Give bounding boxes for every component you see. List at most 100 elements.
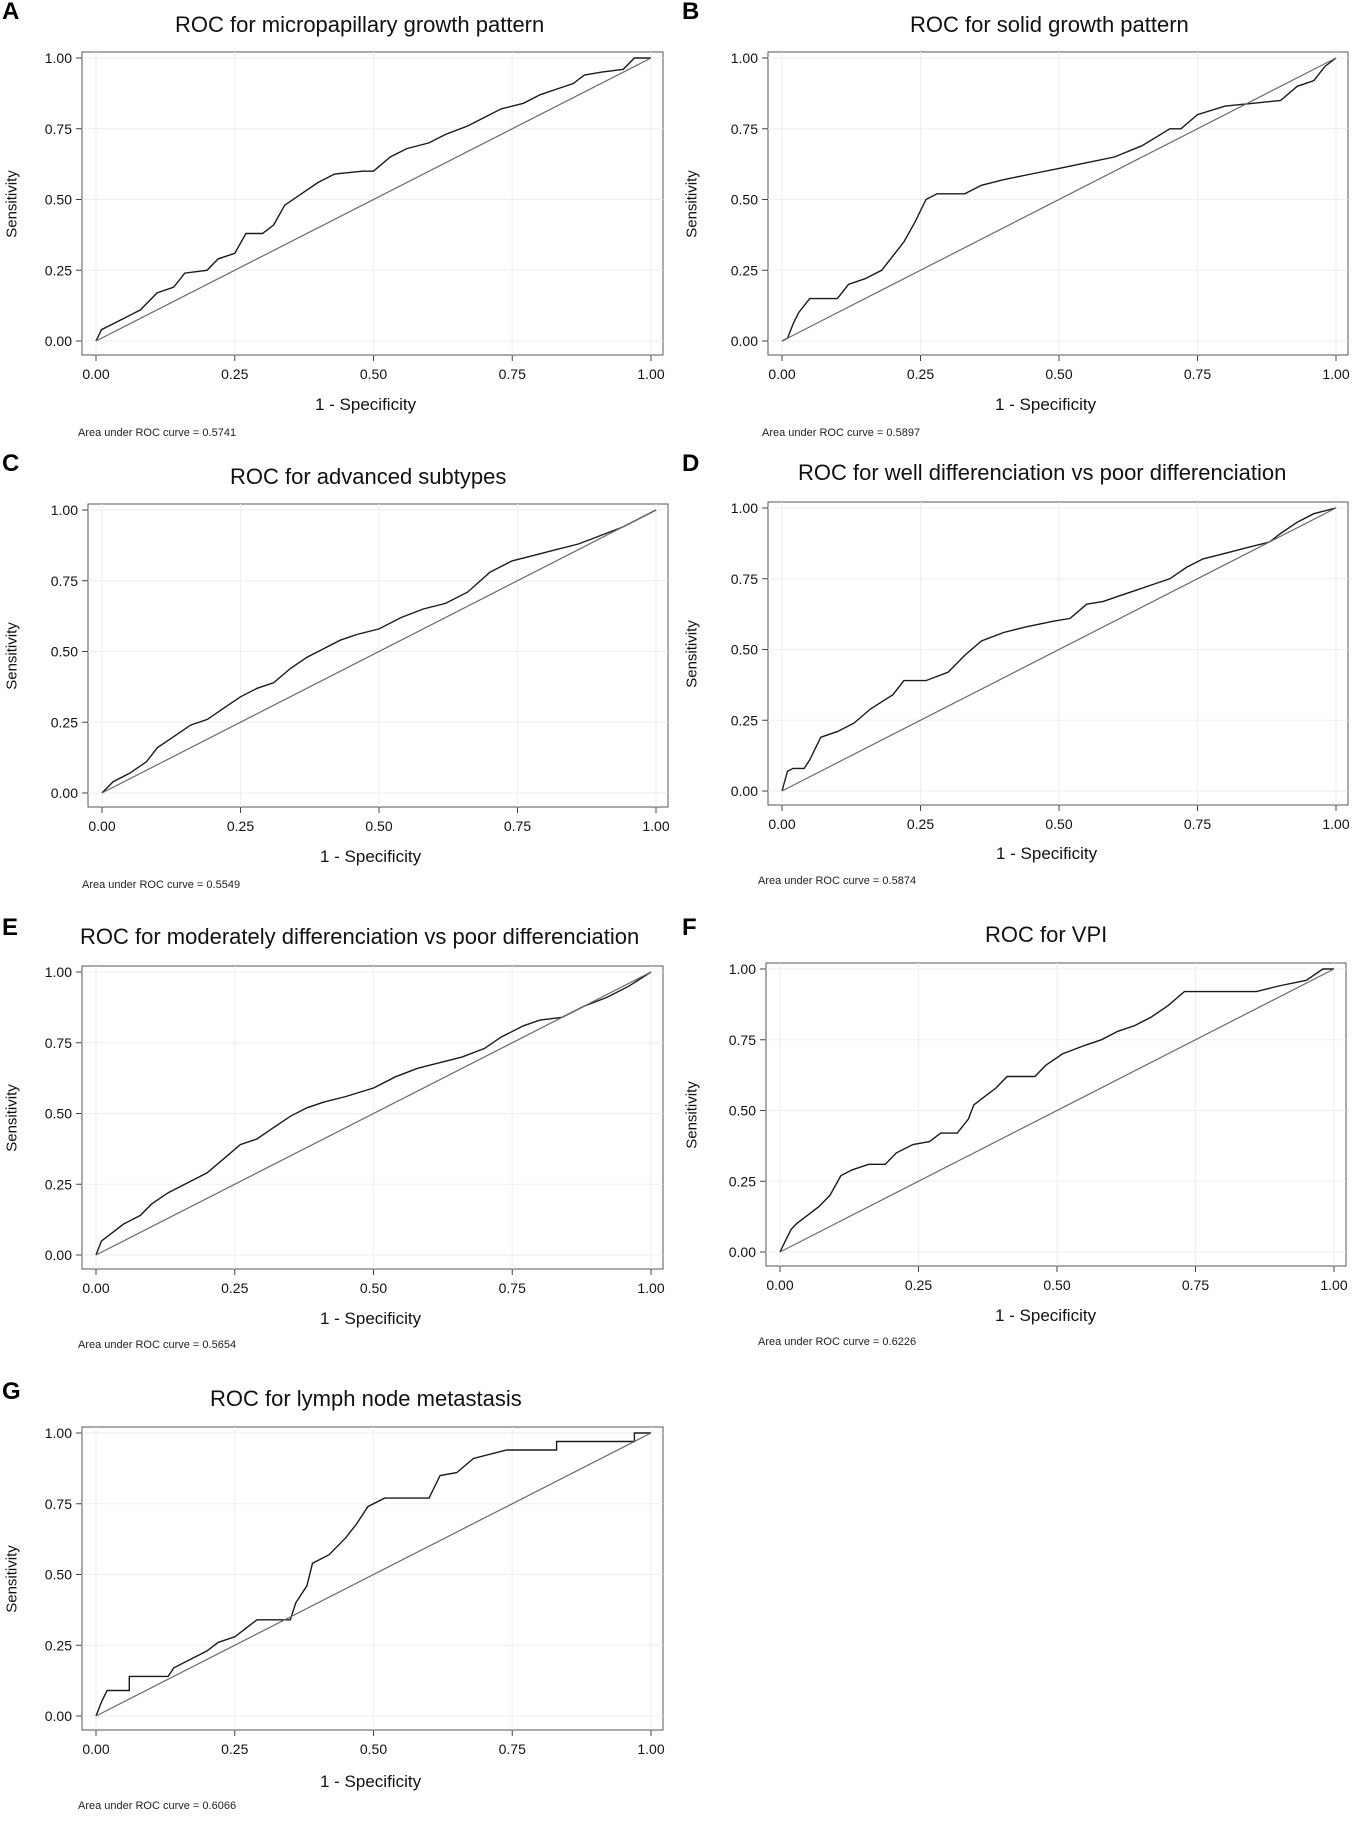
x-axis-label: 1 - Specificity xyxy=(320,1772,422,1791)
y-tick-label: 0.50 xyxy=(45,1106,72,1122)
panel-letter: D xyxy=(682,450,700,477)
panel-letter: F xyxy=(682,914,697,941)
y-axis-label: Sensitivity xyxy=(3,169,21,238)
roc-plot-svg: 0.00 0.25 0.50 0.75 1.00 0.00 0.25 0.50 0.75 1.00 xyxy=(729,961,1348,1293)
roc-curve xyxy=(781,507,1337,792)
roc-plot-svg: 0.00 0.25 0.50 0.75 1.00 0.00 0.25 0.50 0.75 1.00 xyxy=(731,50,1350,382)
x-tick-label: 0.75 xyxy=(499,366,526,382)
y-tick-label: 0.00 xyxy=(731,333,758,349)
y-tick-label: 0.00 xyxy=(45,1247,72,1263)
roc-plot-svg: 0.00 0.25 0.50 0.75 1.00 0.00 0.25 0.50 0.75 1.00 xyxy=(51,502,670,834)
x-tick-label: 0.75 xyxy=(1182,1277,1209,1293)
y-axis-label: Sensitivity xyxy=(683,169,701,238)
x-tick-label: 1.00 xyxy=(1322,366,1349,382)
auc-note: Area under ROC curve = 0.5741 xyxy=(78,427,237,439)
y-tick-label: 0.75 xyxy=(45,1035,72,1051)
x-tick-label: 0.00 xyxy=(82,1741,109,1757)
y-tick-label: 0.50 xyxy=(731,192,758,208)
plot-frame xyxy=(81,51,664,356)
x-tick-label: 0.75 xyxy=(1184,366,1211,382)
x-axis-label: 1 - Specificity xyxy=(320,1309,422,1328)
x-tick-label: 0.75 xyxy=(1184,816,1211,832)
chart-title: ROC for micropapillary growth pattern xyxy=(175,12,545,37)
x-tick-label: 0.00 xyxy=(82,366,109,382)
x-tick-label: 1.00 xyxy=(637,1280,664,1296)
y-tick-label: 0.00 xyxy=(45,333,72,349)
auc-note: Area under ROC curve = 0.6226 xyxy=(758,1336,917,1348)
reference-line xyxy=(781,57,1337,342)
y-tick-label: 0.75 xyxy=(45,1496,72,1512)
roc-panel-d: D ROC for well differenciation vs poor di… xyxy=(680,450,1358,912)
roc-curve xyxy=(779,968,1334,1253)
roc-plot-svg: 0.00 0.25 0.50 0.75 1.00 0.00 0.25 0.50 0.75 1.00 xyxy=(45,964,665,1296)
y-axis-label: Sensitivity xyxy=(683,1080,701,1149)
chart-title: ROC for moderately differenciation vs po… xyxy=(80,924,640,949)
y-tick-label: 0.00 xyxy=(45,1708,72,1724)
roc-panel-g: G ROC for lymph node metastasis 0.00 0.25 0.… xyxy=(0,1378,678,1840)
reference-line xyxy=(779,968,1335,1253)
x-tick-label: 0.75 xyxy=(499,1741,526,1757)
x-axis-label: 1 - Specificity xyxy=(995,395,1097,414)
y-tick-label: 0.50 xyxy=(45,1567,72,1583)
y-tick-label: 0.25 xyxy=(45,1637,72,1653)
roc-panel-e: E ROC for moderately differenciation vs p… xyxy=(0,914,678,1376)
plot-frame xyxy=(81,1426,664,1731)
plot-frame xyxy=(767,501,1349,806)
x-tick-label: 0.25 xyxy=(905,1277,932,1293)
x-tick-label: 1.00 xyxy=(1320,1277,1347,1293)
reference-line xyxy=(781,507,1337,792)
x-axis-label: 1 - Specificity xyxy=(996,844,1098,863)
plot-frame xyxy=(81,965,664,1270)
y-tick-label: 0.25 xyxy=(45,1176,72,1192)
x-tick-label: 1.00 xyxy=(637,366,664,382)
y-tick-label: 0.25 xyxy=(729,1173,756,1189)
panel-letter: B xyxy=(682,0,700,25)
panel-letter: E xyxy=(2,914,19,941)
roc-curve xyxy=(95,1432,651,1717)
x-tick-label: 0.25 xyxy=(907,816,934,832)
x-tick-label: 0.25 xyxy=(221,366,248,382)
roc-panel-c: C ROC for advanced subtypes 0.00 0.25 0.50 0.… xyxy=(0,450,678,912)
auc-note: Area under ROC curve = 0.5897 xyxy=(762,427,921,439)
x-tick-label: 0.50 xyxy=(360,1280,387,1296)
y-tick-label: 0.00 xyxy=(51,785,78,801)
chart-title: ROC for advanced subtypes xyxy=(230,464,507,489)
x-tick-label: 1.00 xyxy=(1322,816,1349,832)
x-tick-label: 1.00 xyxy=(637,1741,664,1757)
panel-letter: A xyxy=(2,0,20,25)
x-tick-label: 0.25 xyxy=(907,366,934,382)
y-tick-label: 1.00 xyxy=(731,500,758,516)
y-tick-label: 0.75 xyxy=(731,571,758,587)
y-tick-label: 1.00 xyxy=(45,1425,72,1441)
x-tick-label: 0.00 xyxy=(88,818,115,834)
x-tick-label: 0.50 xyxy=(1045,816,1072,832)
auc-note: Area under ROC curve = 0.5654 xyxy=(78,1339,237,1351)
plot-frame xyxy=(765,962,1347,1267)
chart-title: ROC for well differenciation vs poor dif… xyxy=(798,460,1287,485)
auc-note: Area under ROC curve = 0.6066 xyxy=(78,1800,237,1812)
y-axis-label: Sensitivity xyxy=(3,1083,21,1152)
x-tick-label: 0.00 xyxy=(766,1277,793,1293)
reference-line xyxy=(95,1432,652,1717)
y-axis-label: Sensitivity xyxy=(3,1544,21,1613)
y-tick-label: 1.00 xyxy=(51,502,78,518)
reference-line xyxy=(101,509,657,794)
x-tick-label: 0.00 xyxy=(82,1280,109,1296)
y-tick-label: 0.50 xyxy=(731,642,758,658)
roc-curve xyxy=(95,971,652,1256)
y-tick-label: 0.25 xyxy=(731,712,758,728)
roc-panel-b: B ROC for solid growth pattern 0.00 0.25 0.5… xyxy=(680,0,1358,460)
auc-note: Area under ROC curve = 0.5874 xyxy=(758,875,917,887)
y-tick-label: 1.00 xyxy=(731,50,758,66)
panel-letter: C xyxy=(2,450,20,477)
x-tick-label: 0.50 xyxy=(360,1741,387,1757)
roc-panel-f: F ROC for VPI 0.00 0.25 0.50 0.75 1.00 0.00 0.25… xyxy=(680,914,1358,1376)
chart-title: ROC for solid growth pattern xyxy=(910,12,1189,37)
chart-title: ROC for VPI xyxy=(985,922,1108,947)
y-tick-label: 0.00 xyxy=(729,1244,756,1260)
roc-plot-svg: 0.00 0.25 0.50 0.75 1.00 0.00 0.25 0.50 0.75 1.00 xyxy=(45,1425,665,1757)
y-axis-label: Sensitivity xyxy=(683,619,701,688)
y-tick-label: 0.50 xyxy=(45,192,72,208)
roc-curve xyxy=(95,57,651,342)
roc-panel-a: A ROC for micropapillary growth pattern 0.… xyxy=(0,0,678,460)
